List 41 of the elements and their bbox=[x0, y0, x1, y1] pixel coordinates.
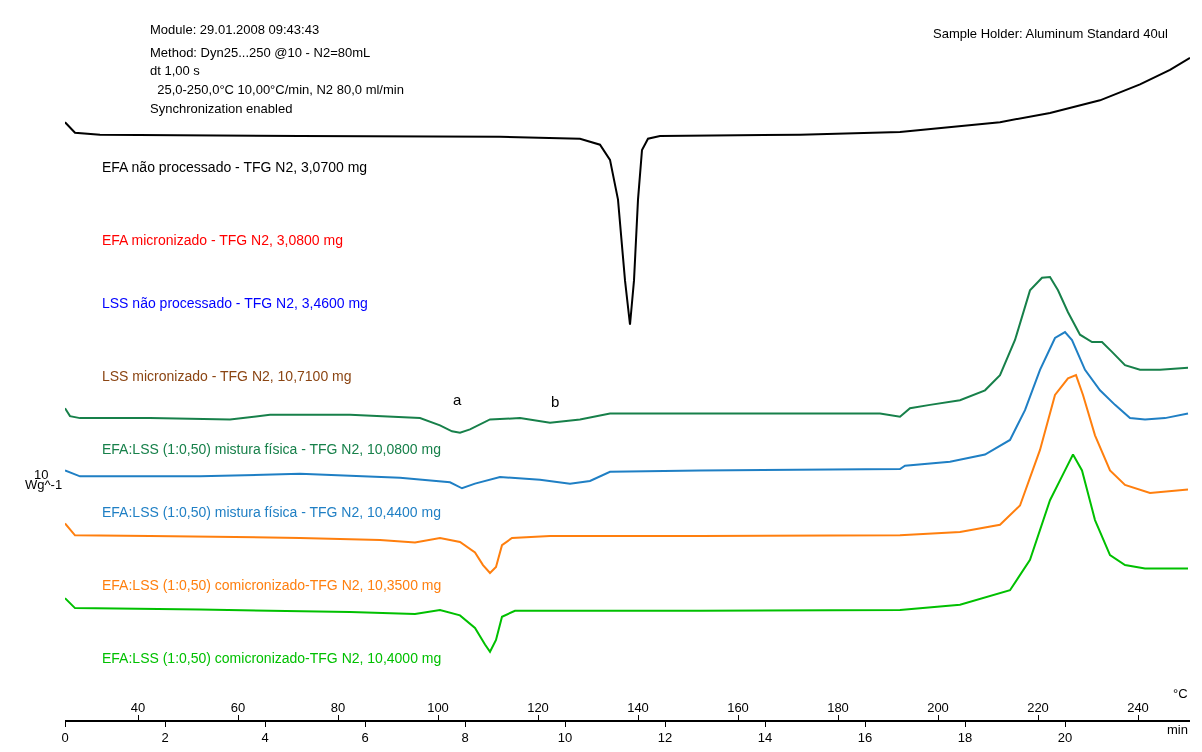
x2-tick-label: 120 bbox=[527, 700, 549, 716]
x2-tick-label: 140 bbox=[627, 700, 649, 716]
x2-tick-label: 60 bbox=[230, 700, 246, 716]
x-tick-label: 20 bbox=[1057, 730, 1073, 746]
x-tick-label: 16 bbox=[857, 730, 873, 746]
legend-label: EFA micronizado - TFG N2, 3,0800 mg bbox=[102, 232, 343, 248]
annotation: b bbox=[551, 393, 560, 410]
x-tick-label: 0 bbox=[61, 730, 69, 746]
x2-tick-label: 180 bbox=[827, 700, 849, 716]
x2-tick-label: 80 bbox=[330, 700, 346, 716]
x-tick-label: 4 bbox=[261, 730, 269, 746]
x-tick-label: 12 bbox=[657, 730, 673, 746]
x2-axis-title: °C bbox=[1173, 686, 1188, 701]
x-tick-label: 18 bbox=[957, 730, 973, 746]
series-label: EFA:LSS (1:0,50) mistura física - TFG N2, 10,0800 mg bbox=[102, 441, 441, 457]
x-tick-label: 2 bbox=[161, 730, 169, 746]
x2-tick-label: 40 bbox=[130, 700, 146, 716]
x-tick-label: 6 bbox=[361, 730, 369, 746]
x-tick-label: 8 bbox=[461, 730, 469, 746]
annotation: Method: Dyn25...250 @10 - N2=80mL bbox=[150, 45, 371, 60]
x2-tick-label: 200 bbox=[927, 700, 949, 716]
x2-tick-label: 220 bbox=[1027, 700, 1049, 716]
x2-tick-label: 100 bbox=[427, 700, 449, 716]
series-label: EFA não processado - TFG N2, 3,0700 mg bbox=[102, 159, 368, 175]
x-axis-title: min bbox=[1167, 722, 1188, 737]
legend-label: LSS não processado - TFG N2, 3,4600 mg bbox=[102, 295, 368, 311]
legend-label: LSS micronizado - TFG N2, 10,7100 mg bbox=[102, 368, 352, 384]
x-tick-label: 10 bbox=[557, 730, 573, 746]
annotation: Synchronization enabled bbox=[150, 101, 293, 116]
text: EFA:LSS (1:0,50) comicronizado-TFG N2, 10,3500 mg bbox=[102, 577, 442, 593]
x-tick-label: 14 bbox=[757, 730, 773, 746]
annotation: 25,0-250,0°C 10,00°C/min, N2 80,0 ml/min bbox=[150, 82, 404, 97]
text: 10 bbox=[34, 467, 49, 482]
text: EFA:LSS (1:0,50) comicronizado-TFG N2, 10,4000 mg bbox=[102, 650, 442, 666]
text: Module: 29.01.2008 09:43:43 bbox=[150, 22, 320, 37]
x2-tick-label: 160 bbox=[727, 700, 749, 716]
text: Sample Holder: Aluminum Standard 40ul bbox=[933, 26, 1168, 41]
series-label: EFA:LSS (1:0,50) mistura física - TFG N2, 10,4400 mg bbox=[102, 504, 441, 520]
annotation: a bbox=[453, 391, 462, 408]
annotation: dt 1,00 s bbox=[150, 63, 201, 78]
x2-tick-label: 240 bbox=[1127, 700, 1149, 716]
